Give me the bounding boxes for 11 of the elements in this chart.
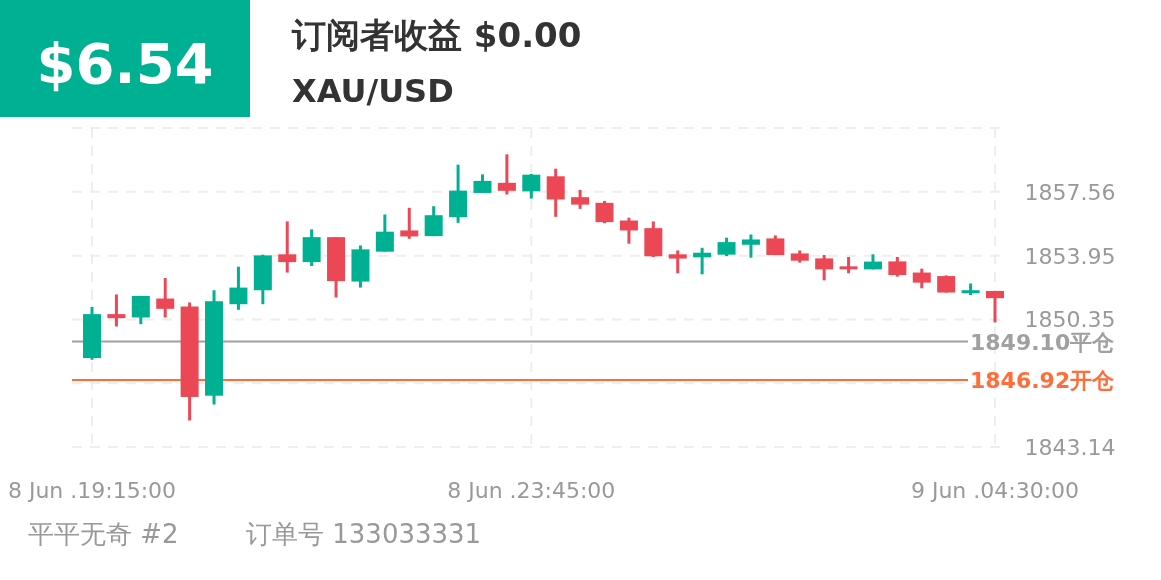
x-tick-label: 9 Jun .04:30:00 [910,478,1080,503]
subtitle: XAU/USD [292,72,454,110]
ref-line-label: 1846.92开仓 [970,368,1116,394]
y-tick-label: 1857.56 [1024,179,1116,205]
x-tick-label: 8 Jun .19:15:00 [7,478,177,503]
title: 订阅者收益 $0.00 [292,15,582,55]
x-tick-label: 8 Jun .23:45:00 [447,478,616,503]
y-tick-label: 1843.14 [1024,435,1116,460]
badge: $6.54 [0,0,250,117]
notes: 平平无奇 #2 订单号 133033331 [28,519,482,549]
y-tick-label: 1853.95 [1024,243,1116,269]
